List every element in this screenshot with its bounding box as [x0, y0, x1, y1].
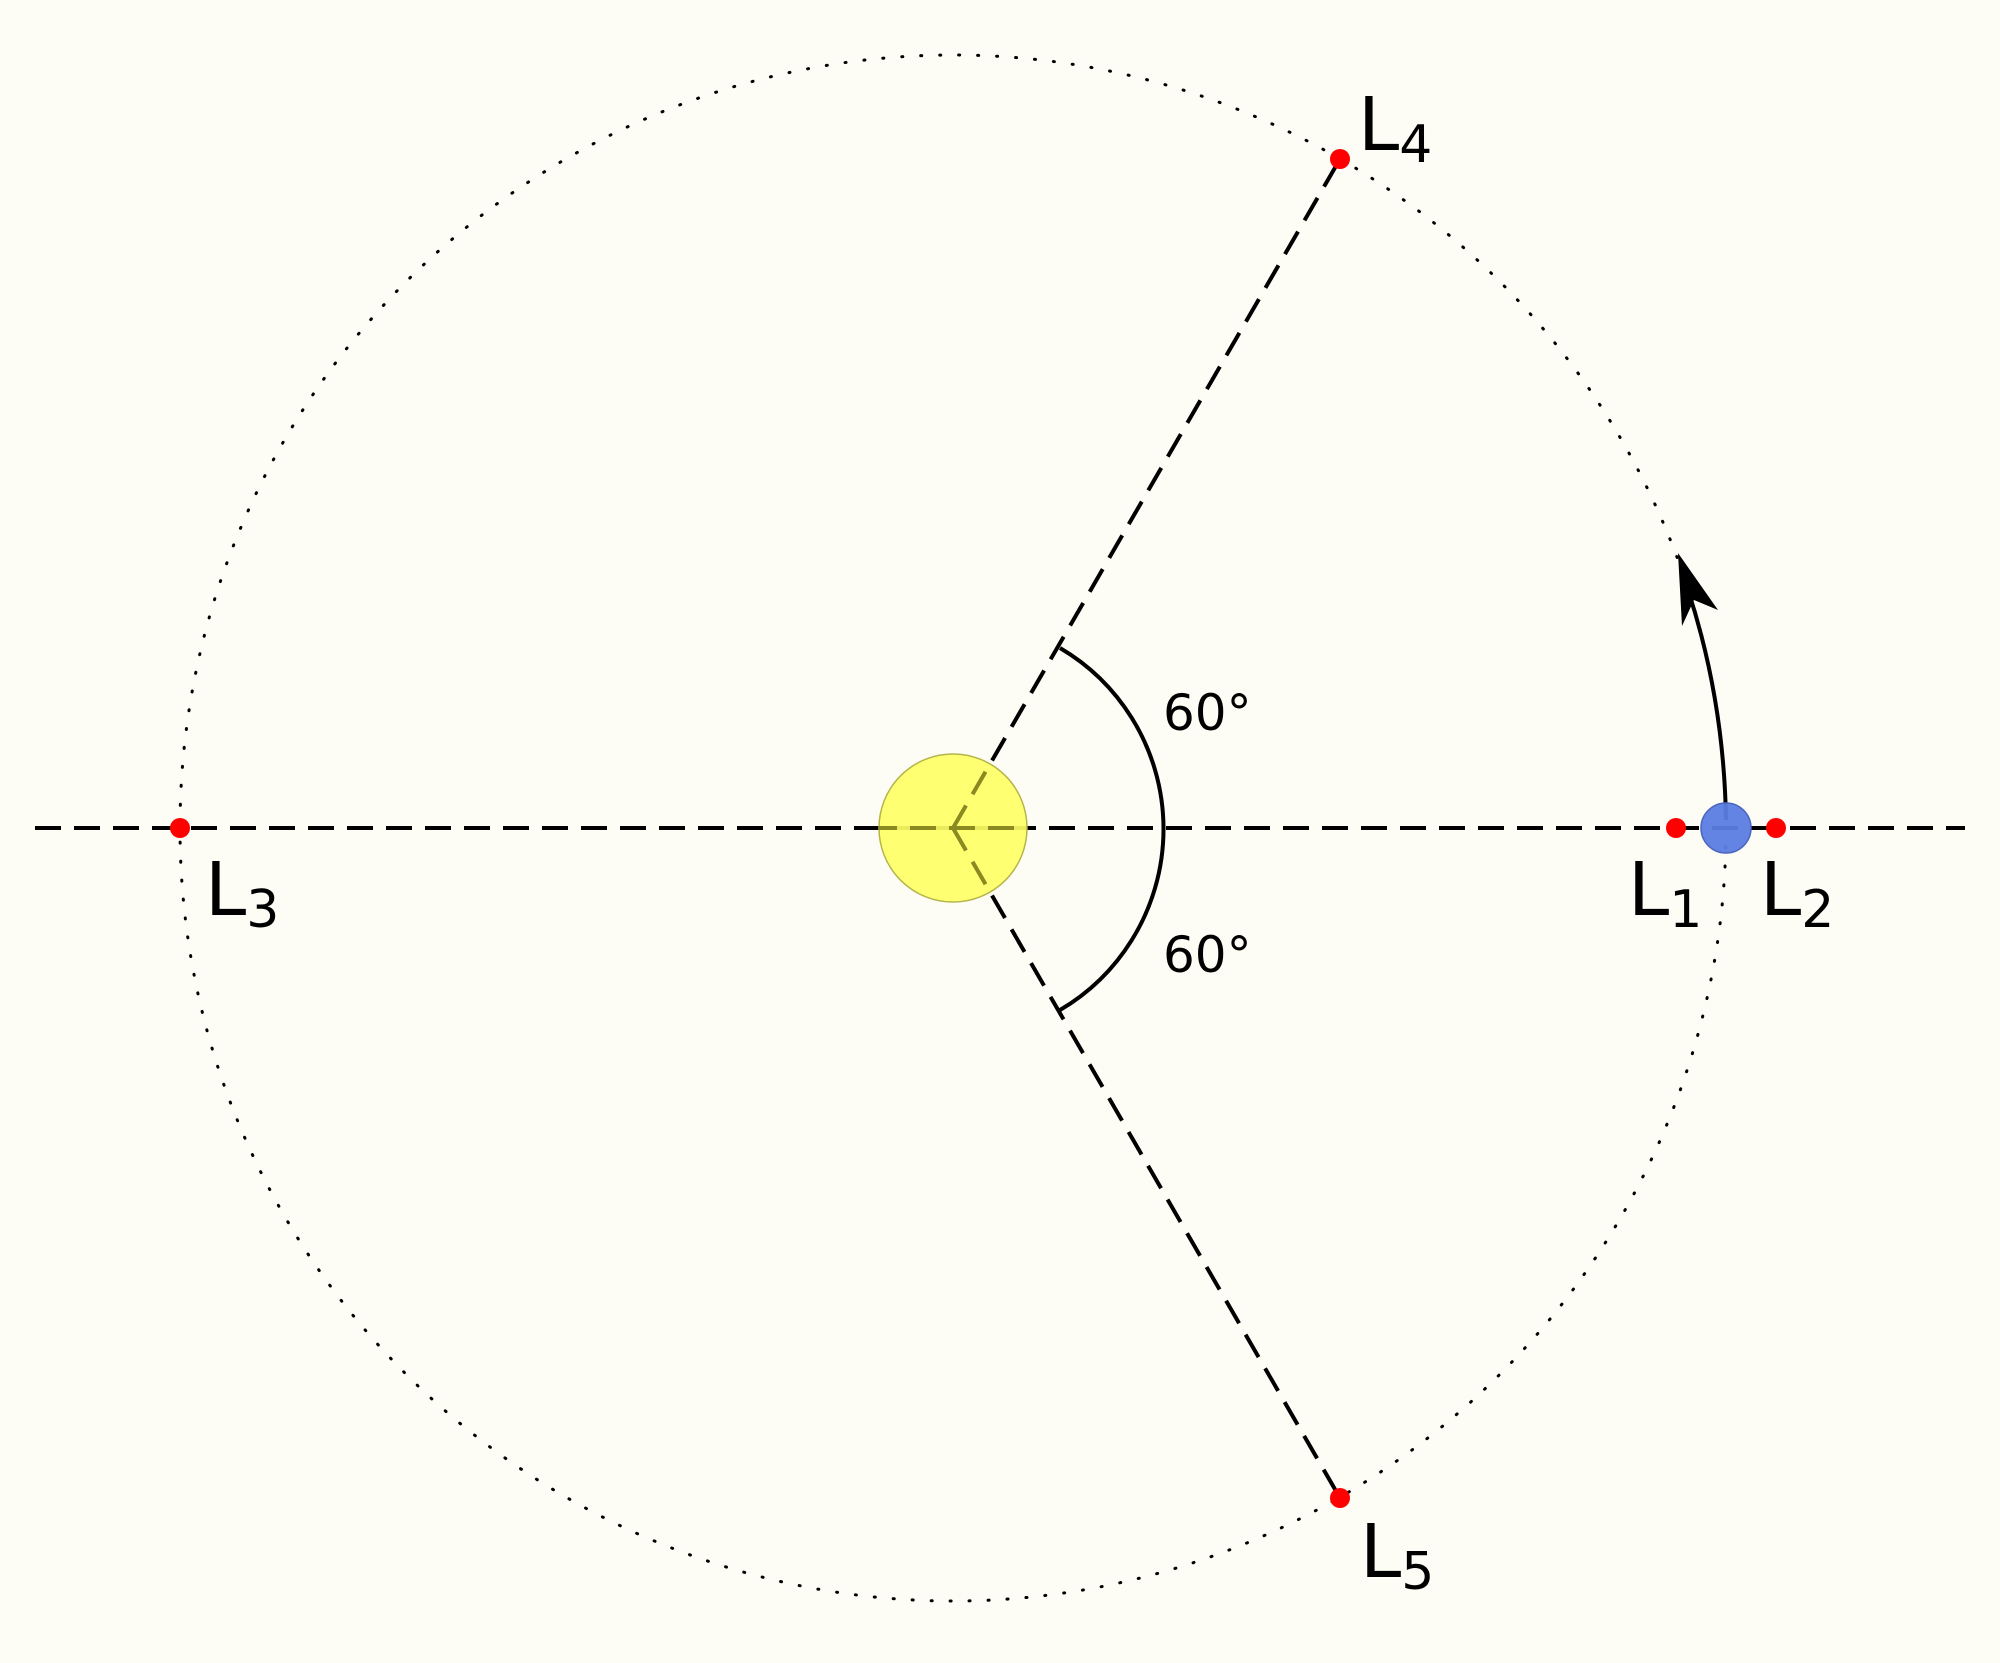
upper-angle-label: 60° — [1163, 684, 1252, 742]
arrowhead-icon — [1678, 553, 1718, 626]
l4-label: L4 — [1358, 82, 1432, 175]
l4-line-through-sun — [951, 762, 992, 830]
l4-point — [1330, 149, 1350, 169]
l1-label: L1 — [1628, 847, 1702, 940]
l3-label: L3 — [205, 847, 279, 940]
line-to-l5 — [951, 826, 1342, 1500]
planet-body — [1700, 802, 1752, 854]
l5-label: L5 — [1360, 1509, 1434, 1602]
l2-label: L2 — [1760, 847, 1834, 940]
l5-line-through-sun — [951, 826, 992, 894]
angle-arc — [1058, 646, 1166, 1012]
l3-point — [170, 818, 190, 838]
orbit-direction-arrow — [1686, 589, 1728, 821]
line-to-l4 — [951, 157, 1342, 830]
lower-angle-label: 60° — [1163, 926, 1252, 984]
l1-point — [1666, 818, 1686, 838]
l5-point — [1330, 1488, 1350, 1508]
l2-point — [1766, 818, 1786, 838]
